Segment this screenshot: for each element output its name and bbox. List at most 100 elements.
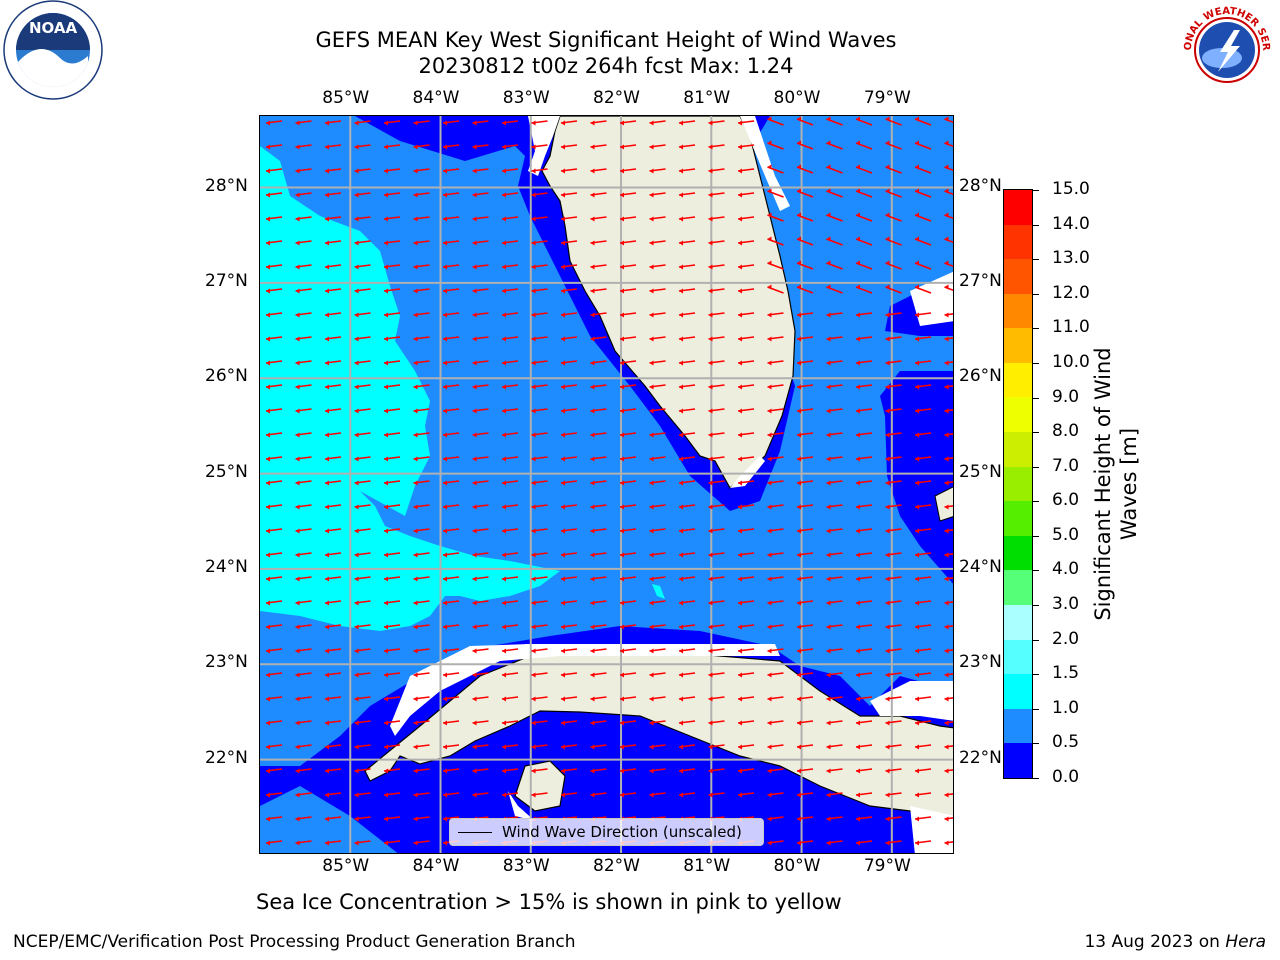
colorbar-tick: 3.0 [1052, 594, 1080, 615]
wave-direction-arrow [914, 456, 932, 462]
wave-direction-arrow [855, 336, 873, 342]
lon-tick-top: 83°W [502, 88, 550, 108]
wave-direction-arrow [914, 336, 932, 342]
wave-direction-arrow [619, 120, 637, 126]
wave-direction-arrow [678, 624, 696, 630]
wave-direction-arrow [354, 768, 371, 774]
wave-direction-arrow [885, 576, 902, 582]
wave-direction-arrow [796, 816, 814, 822]
wave-direction-arrow [442, 456, 460, 462]
wave-direction-arrow [885, 116, 902, 126]
wave-direction-arrow [914, 140, 932, 150]
wave-direction-arrow [826, 432, 843, 438]
wave-direction-arrow [413, 144, 430, 150]
wave-direction-arrow [678, 384, 696, 390]
wave-direction-arrow [796, 384, 814, 390]
wave-direction-arrow [767, 408, 784, 414]
lon-tick-top: 82°W [593, 88, 640, 108]
chart-title: GEFS MEAN Key West Significant Height of… [315, 28, 897, 52]
wave-direction-arrow [560, 144, 578, 150]
wave-direction-arrow [796, 188, 814, 198]
wave-direction-arrow [324, 648, 342, 654]
wave-direction-arrow [590, 672, 607, 678]
lon-tick-top: 80°W [773, 88, 821, 108]
wave-direction-arrow [678, 120, 696, 126]
wave-direction-arrow [737, 648, 755, 654]
lat-tick-right: 23°N [959, 652, 1002, 673]
wave-direction-arrow [295, 744, 312, 750]
wave-direction-arrow [826, 648, 843, 654]
wave-direction-arrow [265, 528, 283, 534]
wave-direction-arrow [914, 600, 932, 606]
wave-direction-arrow [413, 600, 430, 606]
lat-tick-left: 25°N [205, 461, 248, 482]
wave-direction-arrow [501, 216, 519, 222]
wave-direction-arrow [354, 720, 371, 726]
wave-direction-arrow [796, 456, 814, 462]
wave-direction-arrow [501, 168, 519, 174]
wave-direction-arrow [796, 312, 814, 318]
colorbar-tick-mark [1033, 639, 1039, 641]
wave-direction-arrow [885, 212, 902, 222]
wave-direction-arrow [501, 528, 519, 534]
wave-direction-arrow [354, 792, 371, 798]
wave-direction-arrow [649, 624, 666, 630]
wave-direction-arrow [413, 696, 430, 702]
wave-direction-arrow [324, 408, 342, 414]
wave-direction-arrow [531, 144, 548, 150]
wave-direction-arrow [501, 432, 519, 438]
wave-direction-arrow [796, 552, 814, 558]
wave-direction-arrow [501, 120, 519, 126]
wave-direction-arrow [855, 768, 873, 774]
wave-direction-arrow [472, 768, 489, 774]
wave-direction-arrow [442, 744, 460, 750]
wave-direction-arrow [531, 216, 548, 222]
wave-direction-arrow [649, 408, 666, 414]
lon-tick-bottom: 81°W [683, 856, 731, 876]
wave-direction-arrow [678, 768, 696, 774]
wave-direction-arrow [708, 576, 725, 582]
wave-direction-arrow [265, 456, 283, 462]
wave-direction-arrow [855, 792, 873, 798]
wave-direction-arrow [265, 672, 283, 678]
wave-direction-arrow [295, 240, 312, 246]
wave-direction-arrow [413, 408, 430, 414]
wave-direction-arrow [324, 288, 342, 294]
colorbar-tick: 8.0 [1052, 421, 1080, 442]
wave-direction-arrow [295, 480, 312, 486]
wave-direction-arrow [501, 600, 519, 606]
wave-direction-arrow [678, 720, 696, 726]
wave-direction-arrow [531, 288, 548, 294]
wave-direction-arrow [767, 696, 784, 702]
wave-direction-arrow [619, 192, 637, 198]
wave-direction-arrow [265, 720, 283, 726]
wave-direction-arrow [619, 624, 637, 630]
wave-direction-arrow [383, 600, 401, 606]
wave-direction-arrow [767, 648, 784, 654]
wave-direction-arrow [383, 432, 401, 438]
lon-tick-bottom: 83°W [502, 856, 550, 876]
wave-direction-arrow [590, 336, 607, 342]
wave-direction-arrow [354, 312, 371, 318]
wave-direction-arrow [265, 576, 283, 582]
wave-direction-arrow [354, 600, 371, 606]
wave-direction-arrow [383, 624, 401, 630]
wave-direction-arrow [767, 384, 784, 390]
wave-direction-arrow [413, 456, 430, 462]
wave-direction-arrow [295, 840, 312, 846]
wave-direction-arrow [590, 552, 607, 558]
wave-direction-arrow [944, 816, 953, 822]
wave-direction-arrow [944, 600, 953, 606]
wave-direction-arrow [796, 408, 814, 414]
wave-direction-arrow [885, 528, 902, 534]
colorbar-tick: 4.0 [1052, 559, 1080, 580]
wave-direction-arrow [472, 264, 489, 270]
wave-direction-arrow [619, 168, 637, 174]
wave-direction-arrow [295, 576, 312, 582]
wave-direction-arrow [914, 840, 932, 846]
wave-direction-arrow [383, 840, 401, 846]
wave-direction-arrow [265, 336, 283, 342]
wave-direction-arrow [767, 600, 784, 606]
wave-direction-arrow [295, 216, 312, 222]
wave-direction-arrow [619, 408, 637, 414]
